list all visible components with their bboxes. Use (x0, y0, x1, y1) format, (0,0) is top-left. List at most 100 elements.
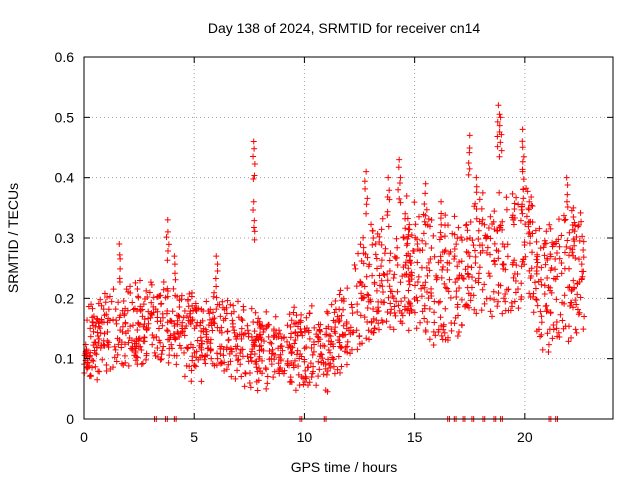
data-point (90, 313, 97, 320)
data-point (484, 244, 491, 251)
data-point (533, 256, 540, 263)
data-point (122, 330, 129, 337)
data-point (173, 352, 180, 359)
data-point (398, 298, 405, 305)
data-point (259, 370, 266, 377)
data-point (342, 344, 349, 351)
data-point (578, 275, 585, 282)
data-point (351, 261, 358, 268)
data-point (487, 295, 494, 302)
data-point (414, 259, 421, 266)
data-point (174, 317, 181, 324)
data-point (459, 237, 466, 244)
data-point (437, 257, 444, 264)
data-point (372, 251, 379, 258)
data-point (253, 333, 260, 340)
data-point (270, 334, 277, 341)
data-point (157, 339, 164, 346)
data-point (403, 242, 410, 249)
data-point (503, 194, 510, 201)
data-point (534, 302, 541, 309)
data-point (214, 261, 221, 268)
data-point (119, 328, 126, 335)
data-point (451, 256, 458, 263)
data-point (419, 282, 426, 289)
data-point (428, 245, 435, 252)
data-point (568, 299, 575, 306)
data-point (154, 344, 161, 351)
data-point (189, 353, 196, 360)
data-point (499, 310, 506, 317)
data-point (131, 305, 138, 312)
data-point (411, 199, 418, 206)
data-point (164, 248, 171, 255)
data-point (369, 227, 376, 234)
data-point (92, 363, 99, 370)
data-point (320, 361, 327, 368)
data-point (322, 365, 329, 372)
data-point (308, 345, 315, 352)
data-point (171, 270, 178, 277)
data-point (138, 346, 145, 353)
data-point (198, 378, 205, 385)
data-point (577, 209, 584, 216)
data-point (290, 309, 297, 316)
data-point (396, 179, 403, 186)
x-axis-label: GPS time / hours (291, 459, 398, 475)
data-point (562, 216, 569, 223)
data-point (494, 118, 501, 125)
data-point (104, 328, 111, 335)
data-point (234, 343, 241, 350)
data-point (218, 343, 225, 350)
data-point (315, 334, 322, 341)
data-point (558, 232, 565, 239)
data-point (140, 338, 147, 345)
data-point (394, 288, 401, 295)
data-point (214, 301, 221, 308)
data-point (319, 342, 326, 349)
data-point (415, 213, 422, 220)
data-point (494, 133, 501, 140)
data-point (483, 249, 490, 256)
data-point (553, 296, 560, 303)
data-point (566, 229, 573, 236)
data-point (403, 252, 410, 259)
data-point (327, 333, 334, 340)
data-point (567, 303, 574, 310)
data-point (227, 301, 234, 308)
data-point (385, 174, 392, 181)
data-point (527, 275, 534, 282)
data-point (227, 358, 234, 365)
data-point (313, 382, 320, 389)
data-point (526, 198, 533, 205)
data-point (473, 206, 480, 213)
data-point (302, 367, 309, 374)
data-point (454, 235, 461, 242)
data-point (125, 339, 132, 346)
data-point (324, 388, 331, 395)
data-point (183, 323, 190, 330)
data-point (438, 274, 445, 281)
data-point (97, 344, 104, 351)
data-point (527, 218, 534, 225)
data-point (254, 387, 261, 394)
data-point (431, 319, 438, 326)
data-point (400, 234, 407, 241)
data-point (357, 278, 364, 285)
data-point (143, 287, 150, 294)
data-point (442, 212, 449, 219)
data-point (555, 216, 562, 223)
data-point (191, 349, 198, 356)
data-point (331, 370, 338, 377)
data-point (158, 300, 165, 307)
data-point (164, 336, 171, 343)
data-point (223, 346, 230, 353)
data-point (470, 242, 477, 249)
data-point (370, 234, 377, 241)
data-point (580, 254, 587, 261)
data-point (549, 335, 556, 342)
data-point (97, 296, 104, 303)
data-point (401, 294, 408, 301)
data-point (365, 298, 372, 305)
